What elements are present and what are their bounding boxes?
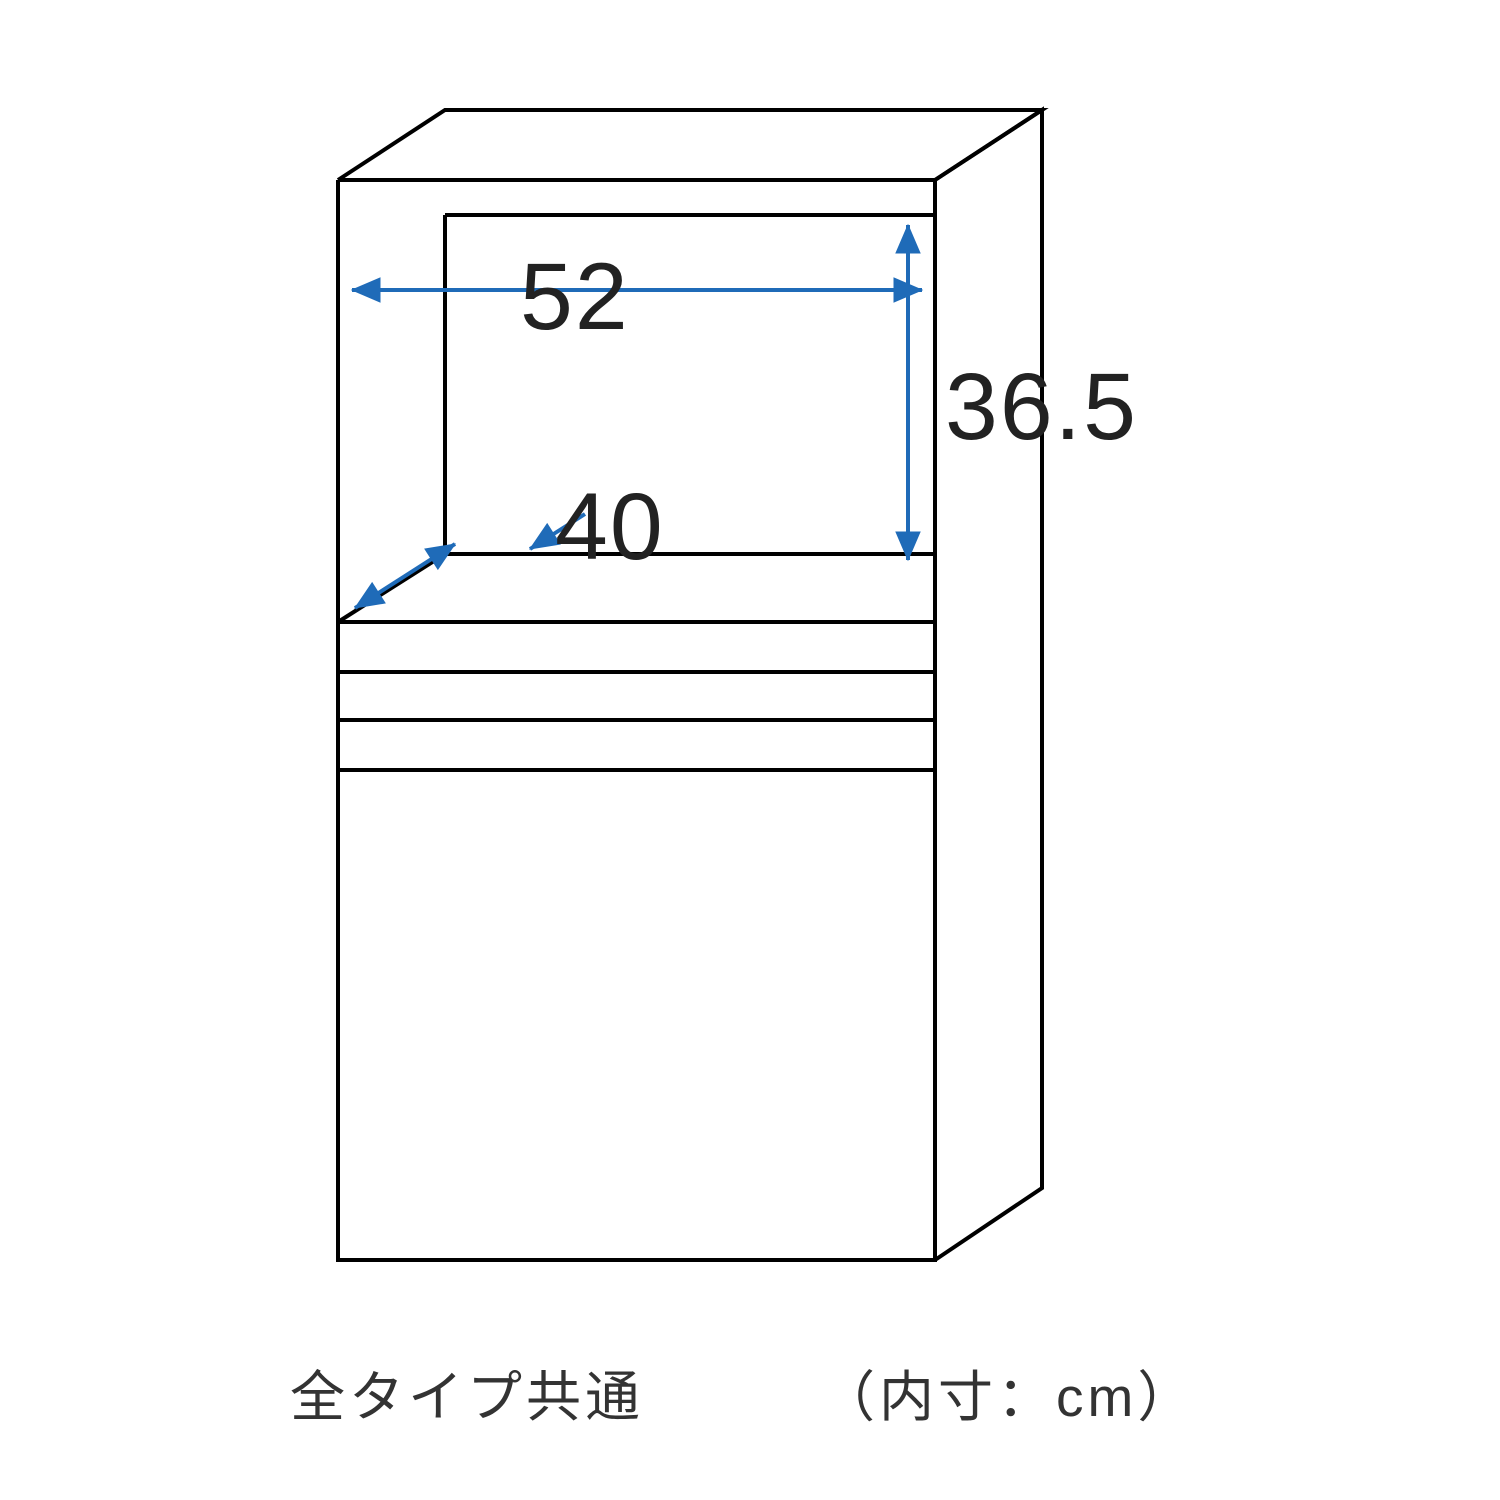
dimension-depth-value: 40 xyxy=(555,480,665,575)
caption-inner-dimensions-unit: （内寸：cm） xyxy=(820,1370,1196,1425)
cabinet-diagram-svg xyxy=(0,0,1500,1500)
dimension-height-value: 36.5 xyxy=(945,360,1138,455)
diagram-stage: 52 36.5 40 全タイプ共通 （内寸：cm） xyxy=(0,0,1500,1500)
dimension-width-value: 52 xyxy=(520,250,630,345)
caption-common-all-types: 全タイプ共通 xyxy=(290,1370,644,1425)
